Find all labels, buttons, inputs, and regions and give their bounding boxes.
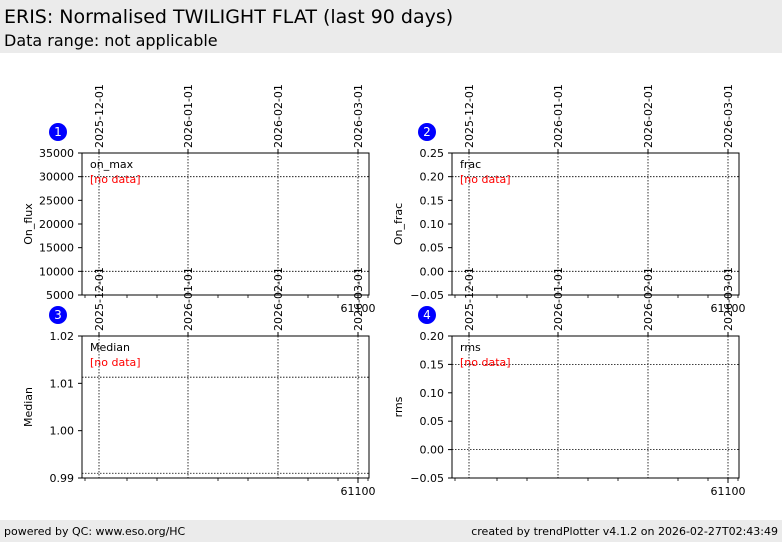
legend-entry: Median xyxy=(90,341,130,354)
y-tick-label: −0.05 xyxy=(410,472,444,485)
y-tick-label: 35000 xyxy=(39,147,74,160)
y-tick-label: 15000 xyxy=(39,242,74,255)
y-tick-label: 0.15 xyxy=(420,194,445,207)
y-tick-label: 0.05 xyxy=(420,242,445,255)
x-tick-label: 61100 xyxy=(341,302,376,315)
date-tick-label: 2026-03-01 xyxy=(722,84,735,148)
y-tick-label: 0.99 xyxy=(50,472,75,485)
panel-number-badge xyxy=(418,306,436,324)
y-tick-label: 0.00 xyxy=(420,265,445,278)
date-tick-label: 2026-01-01 xyxy=(182,84,195,148)
y-axis-label: On_flux xyxy=(22,203,35,245)
y-tick-label: 1.02 xyxy=(50,330,75,343)
panel-number: 3 xyxy=(54,308,62,322)
plot-frame xyxy=(451,335,740,479)
date-tick-label: 2025-12-01 xyxy=(463,267,476,331)
y-axis-label: rms xyxy=(392,396,405,417)
panel-number: 1 xyxy=(54,125,62,139)
date-tick-label: 2026-03-01 xyxy=(722,267,735,331)
date-tick-label: 2026-01-01 xyxy=(552,267,565,331)
y-tick-label: 1.00 xyxy=(50,425,75,438)
y-tick-label: 20000 xyxy=(39,218,74,231)
no-data-label: [no data] xyxy=(460,356,511,369)
y-tick-label: 0.20 xyxy=(420,171,445,184)
y-tick-label: 0.25 xyxy=(420,147,445,160)
footer-credit: powered by QC: www.eso.org/HC xyxy=(4,525,186,538)
y-tick-label: 5000 xyxy=(46,289,74,302)
legend-entry: frac xyxy=(460,158,481,171)
y-tick-label: 0.05 xyxy=(420,415,445,428)
legend-entry: rms xyxy=(460,341,481,354)
x-tick-label: 61100 xyxy=(711,485,746,498)
y-tick-label: 30000 xyxy=(39,171,74,184)
panel-number-badge xyxy=(49,123,67,141)
y-axis-label: On_frac xyxy=(392,203,405,245)
date-tick-label: 2025-12-01 xyxy=(93,267,106,331)
page-subtitle: Data range: not applicable xyxy=(4,31,218,50)
x-tick-label: 61100 xyxy=(341,485,376,498)
date-tick-label: 2025-12-01 xyxy=(463,84,476,148)
no-data-label: [no data] xyxy=(90,173,141,186)
x-tick-label: 61100 xyxy=(711,302,746,315)
chart-panel-3: 3 2025-12-01 2026-01-01 2026-02-01 2026-03-0… xyxy=(22,267,376,498)
y-tick-label: 1.01 xyxy=(50,377,75,390)
y-tick-label: −0.05 xyxy=(410,289,444,302)
date-tick-label: 2026-02-01 xyxy=(642,267,655,331)
date-tick-label: 2026-01-01 xyxy=(182,267,195,331)
y-axis-label: Median xyxy=(22,387,35,427)
panel-number-badge xyxy=(418,123,436,141)
date-tick-label: 2026-02-01 xyxy=(272,84,285,148)
no-data-label: [no data] xyxy=(90,356,141,369)
y-tick-label: 10000 xyxy=(39,265,74,278)
chart-panel-1: 1 2025-12-01 2026-01-01 2026-02-01 2026-03-0… xyxy=(22,84,376,315)
footer-created: created by trendPlotter v4.1.2 on 2026-0… xyxy=(471,525,778,538)
chart-panel-4: 4 2025-12-01 2026-01-01 2026-02-01 2026-03-0… xyxy=(392,267,746,498)
panel-number: 2 xyxy=(423,125,431,139)
date-tick-label: 2026-03-01 xyxy=(352,267,365,331)
panel-number: 4 xyxy=(423,308,431,322)
y-tick-label: 0.10 xyxy=(420,387,445,400)
page-title: ERIS: Normalised TWILIGHT FLAT (last 90 … xyxy=(4,6,454,28)
y-tick-label: 0.20 xyxy=(420,330,445,343)
header-bar: ERIS: Normalised TWILIGHT FLAT (last 90 … xyxy=(0,0,782,53)
date-tick-label: 2026-02-01 xyxy=(642,84,655,148)
y-tick-label: 25000 xyxy=(39,194,74,207)
footer-bar: powered by QC: www.eso.org/HC created by… xyxy=(0,520,782,542)
plot-frame xyxy=(81,335,370,479)
y-tick-label: 0.15 xyxy=(420,358,445,371)
no-data-label: [no data] xyxy=(460,173,511,186)
date-tick-label: 2026-02-01 xyxy=(272,267,285,331)
chart-panel-2: 2 2025-12-01 2026-01-01 2026-02-01 2026-03-0… xyxy=(392,84,746,315)
y-tick-label: 0.00 xyxy=(420,444,445,457)
legend-entry: on_max xyxy=(90,158,134,171)
date-tick-label: 2026-01-01 xyxy=(552,84,565,148)
panel-number-badge xyxy=(49,306,67,324)
date-tick-label: 2025-12-01 xyxy=(93,84,106,148)
y-tick-label: 0.10 xyxy=(420,218,445,231)
date-tick-label: 2026-03-01 xyxy=(352,84,365,148)
